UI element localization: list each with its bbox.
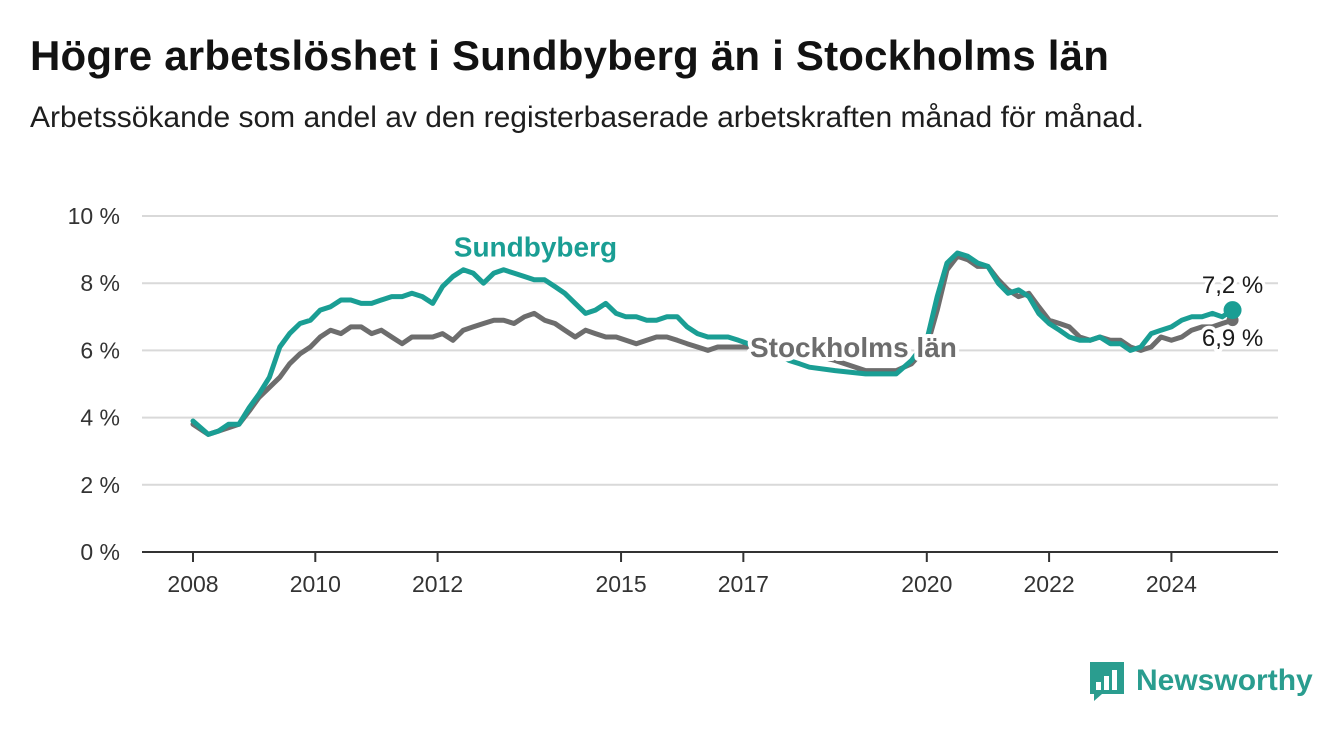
y-tick-label: 8 %: [80, 270, 120, 296]
y-tick-label: 0 %: [80, 539, 120, 565]
brand: Newsworthy: [1088, 660, 1313, 702]
series-label-halo: Sundbyberg: [454, 231, 617, 262]
brand-name: Newsworthy: [1136, 664, 1313, 697]
y-tick-label: 2 %: [80, 472, 120, 498]
x-tick-label: 2012: [412, 571, 463, 597]
end-value-label-halo: 6,9 %: [1202, 325, 1263, 352]
end-value-label: 7,2 %: [1202, 272, 1263, 299]
end-value-label-halo: 7,2 %: [1202, 272, 1263, 299]
bar-chart-logo-icon: [1090, 662, 1124, 701]
line-chart: 0 % 2 % 4 % 6 % 8 % 10 % 2008 2010 2012 2015 2017…: [68, 203, 1278, 597]
series-label: Stockholms län: [750, 332, 957, 363]
y-tick-label: 4 %: [80, 405, 120, 431]
x-tick-label: 2024: [1146, 571, 1197, 597]
x-tick-label: 2022: [1024, 571, 1075, 597]
x-tick-label: 2010: [290, 571, 341, 597]
chart-subtitle: Arbetssökande som andel av den registerb…: [30, 101, 1144, 134]
series-end-point: [1223, 301, 1242, 320]
x-tick-label: 2020: [901, 571, 952, 597]
x-axis-ticks: 2008 2010 2012 2015 2017 2020 2022 2024: [167, 552, 1197, 597]
gridlines: [142, 215, 1278, 553]
series-label-halo: Stockholms län: [750, 332, 957, 363]
x-tick-label: 2017: [718, 571, 769, 597]
x-tick-label: 2008: [167, 571, 218, 597]
series-label: Sundbyberg: [454, 231, 617, 262]
chart-title: Högre arbetslöshet i Sundbyberg än i Sto…: [30, 32, 1110, 79]
y-axis-ticks: 0 % 2 % 4 % 6 % 8 % 10 %: [68, 203, 120, 565]
y-tick-label: 10 %: [68, 203, 120, 229]
y-tick-label: 6 %: [80, 337, 120, 363]
series-lines: [190, 250, 1242, 437]
series-line-stockholms-län: [190, 253, 1235, 437]
end-value-label: 6,9 %: [1202, 325, 1263, 352]
x-tick-label: 2015: [595, 571, 646, 597]
series-line-sundbyberg: [190, 250, 1235, 437]
